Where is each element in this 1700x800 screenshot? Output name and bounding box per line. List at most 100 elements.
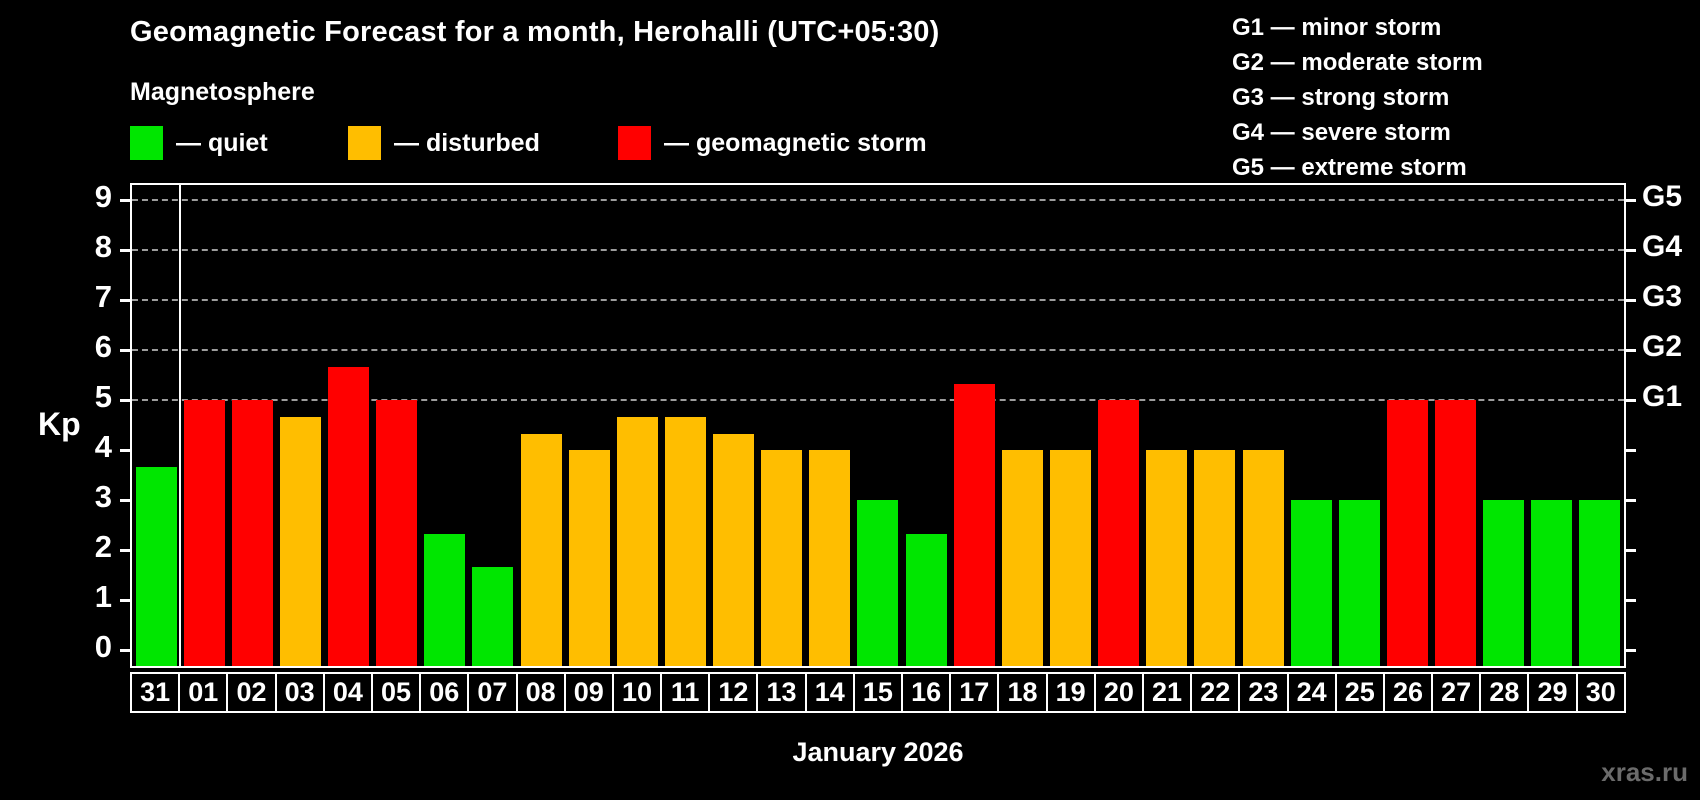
plot-area: G1 G2 G3 G4 G5 0 1 2 3 4 5 6 7 8 9 xyxy=(95,179,1682,668)
y-tick-right-7 xyxy=(1626,299,1636,302)
day-label-05: 05 xyxy=(370,672,422,713)
day-label-29: 29 xyxy=(1527,672,1578,713)
bar-day-30 xyxy=(1579,500,1621,666)
day-label-02: 02 xyxy=(226,672,277,713)
day-label-08: 08 xyxy=(515,672,566,713)
storm-scale-g5: G5 — extreme storm xyxy=(1232,154,1467,181)
chart-subtitle: Magnetosphere xyxy=(130,78,315,106)
bar-day-07 xyxy=(472,566,514,666)
bar-day-27 xyxy=(1435,400,1477,666)
y-tick-label-9: 9 xyxy=(94,179,112,214)
y-tick-left-2 xyxy=(120,549,130,552)
y-tick-label-8: 8 xyxy=(94,229,112,264)
legend-label-quiet: — quiet xyxy=(176,128,268,157)
bar-day-24 xyxy=(1290,500,1332,666)
quiet-color-swatch xyxy=(130,126,163,160)
y-tick-left-8 xyxy=(120,249,130,252)
bar-day-21 xyxy=(1146,450,1188,666)
legend-label-storm: — geomagnetic storm xyxy=(664,128,927,157)
bar-day-16 xyxy=(905,533,947,666)
y-axis-label: Kp xyxy=(38,406,81,442)
bar-day-11 xyxy=(664,416,706,666)
storm-scale-g3: G3 — strong storm xyxy=(1232,84,1450,111)
bar-day-18 xyxy=(1001,450,1043,666)
bar-day-31 xyxy=(135,466,177,666)
y-tick-left-4 xyxy=(120,449,130,452)
bar-day-19 xyxy=(1050,450,1092,666)
day-label-01: 01 xyxy=(178,672,229,713)
y-tick-right-2 xyxy=(1626,549,1636,552)
bar-day-09 xyxy=(568,450,610,666)
y-tick-left-9 xyxy=(120,199,130,202)
y-tick-right-5 xyxy=(1626,399,1636,402)
bar-day-04 xyxy=(328,366,370,666)
day-label-22: 22 xyxy=(1190,672,1241,713)
y-tick-label-2: 2 xyxy=(94,529,112,564)
y-tick-right-0 xyxy=(1626,649,1636,652)
bar-day-28 xyxy=(1483,500,1525,666)
bar-day-01 xyxy=(183,400,225,666)
day-label-18: 18 xyxy=(997,672,1048,713)
day-label-07: 07 xyxy=(467,672,518,713)
day-label-15: 15 xyxy=(852,672,903,713)
storm-scale-legend: G1 — minor storm G2 — moderate storm G3 … xyxy=(1232,10,1483,185)
y-tick-right-3 xyxy=(1626,499,1636,502)
day-label-03: 03 xyxy=(274,672,325,713)
y-tick-right-4 xyxy=(1626,449,1636,452)
y-tick-label-1: 1 xyxy=(94,579,112,614)
day-label-12: 12 xyxy=(708,672,759,713)
y-tick-label-5: 5 xyxy=(94,379,112,414)
right-axis-label-g3: G3 xyxy=(1642,280,1683,313)
gridline-g3 xyxy=(132,299,1624,301)
storm-scale-g2: G2 — moderate storm xyxy=(1232,49,1483,76)
bar-day-02 xyxy=(231,400,273,666)
day-label-06: 06 xyxy=(419,672,470,713)
bar-day-06 xyxy=(424,533,466,666)
y-tick-right-6 xyxy=(1626,349,1636,352)
bar-day-13 xyxy=(761,450,803,666)
y-tick-right-8 xyxy=(1626,249,1636,252)
gridline-g2 xyxy=(132,349,1624,351)
bar-day-14 xyxy=(809,450,851,666)
day-label-30: 30 xyxy=(1575,672,1626,713)
day-label-31: 31 xyxy=(130,672,181,713)
storm-scale-g4: G4 — severe storm xyxy=(1232,119,1451,146)
right-axis-label-g2: G2 xyxy=(1642,330,1683,363)
storm-scale-g1: G1 — minor storm xyxy=(1232,14,1442,41)
bar-day-23 xyxy=(1242,450,1284,666)
day-label-04: 04 xyxy=(322,672,373,713)
legend-item-storm: — geomagnetic storm xyxy=(618,126,927,160)
bar-day-17 xyxy=(953,383,995,666)
day-label-13: 13 xyxy=(756,672,807,713)
day-label-19: 19 xyxy=(1045,672,1096,713)
bar-day-15 xyxy=(857,500,899,666)
day-label-28: 28 xyxy=(1479,672,1530,713)
bar-day-22 xyxy=(1194,450,1236,666)
day-label-26: 26 xyxy=(1382,672,1434,713)
chart-title: Geomagnetic Forecast for a month, Heroha… xyxy=(130,16,940,48)
day-label-17: 17 xyxy=(949,672,1000,713)
day-label-20: 20 xyxy=(1093,672,1144,713)
y-tick-left-7 xyxy=(120,299,130,302)
y-tick-right-1 xyxy=(1626,599,1636,602)
legend-item-disturbed: — disturbed xyxy=(348,126,540,160)
day-label-23: 23 xyxy=(1238,672,1289,713)
y-tick-left-6 xyxy=(120,349,130,352)
bar-day-12 xyxy=(713,433,755,666)
day-label-27: 27 xyxy=(1431,672,1482,713)
y-tick-label-4: 4 xyxy=(94,429,112,464)
y-tick-label-6: 6 xyxy=(94,329,112,364)
day-label-09: 09 xyxy=(563,672,614,713)
y-tick-left-3 xyxy=(120,499,130,502)
gridline-g4 xyxy=(132,249,1624,251)
x-axis-month-label: January 2026 xyxy=(792,737,964,767)
y-tick-left-0 xyxy=(120,649,130,652)
day-label-21: 21 xyxy=(1141,672,1193,713)
disturbed-color-swatch xyxy=(348,126,381,160)
bar-day-20 xyxy=(1098,400,1140,666)
right-axis-label-g4: G4 xyxy=(1642,230,1683,263)
legend-label-disturbed: — disturbed xyxy=(394,128,540,157)
y-tick-left-1 xyxy=(120,599,130,602)
right-axis-label-g1: G1 xyxy=(1642,380,1683,413)
